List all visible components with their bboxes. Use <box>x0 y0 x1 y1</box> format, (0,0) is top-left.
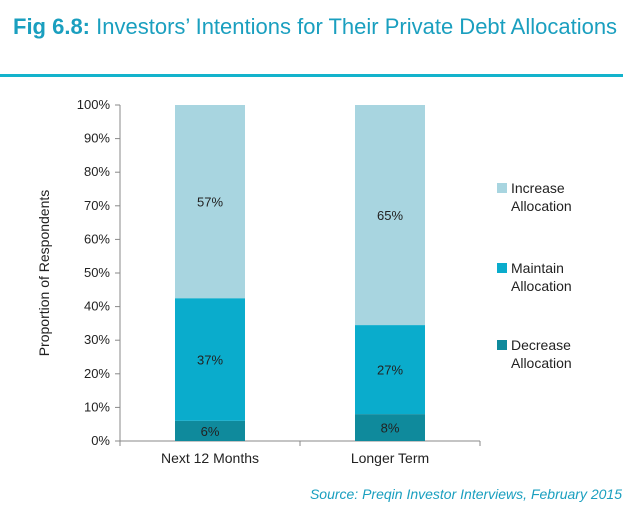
bar-segment-decrease-allocation <box>355 414 425 441</box>
legend-label: Allocation <box>511 198 572 214</box>
y-tick-label: 10% <box>84 399 110 414</box>
legend-swatch <box>497 340 507 350</box>
data-label: 8% <box>381 421 400 436</box>
y-tick-label: 0% <box>91 433 110 448</box>
y-tick-label: 20% <box>84 366 110 381</box>
chart-legend: Increase Allocation Maintain Allocation Decr… <box>497 180 572 371</box>
legend-label: Allocation <box>511 278 572 294</box>
y-tick-label: 80% <box>84 164 110 179</box>
y-tick-label: 70% <box>84 198 110 213</box>
y-tick-label: 40% <box>84 299 110 314</box>
title-divider <box>0 74 623 77</box>
figure-title-text: Investors’ Intentions for Their Private … <box>96 14 618 39</box>
chart-axes: 0% 10% 20% 30% 40% 50% 60% 70% 80% 90% 100% Proport… <box>36 97 481 466</box>
y-tick-label: 100% <box>77 97 111 112</box>
bar-segment-maintain-allocation <box>355 325 425 415</box>
y-tick-label: 50% <box>84 265 110 280</box>
chart-bars <box>175 105 425 441</box>
chart-data-labels: 6% 37% 57% 8% 27% 65% <box>197 195 403 439</box>
figure-title: Fig 6.8: Investors’ Intentions for Their… <box>13 14 623 40</box>
x-tick-label: Longer Term <box>351 450 429 466</box>
data-label: 37% <box>197 353 223 368</box>
bar-segment-increase-allocation <box>175 105 245 299</box>
data-label: 6% <box>201 424 220 439</box>
legend-label: Increase <box>511 180 565 196</box>
legend-swatch <box>497 263 507 273</box>
data-label: 65% <box>377 208 403 223</box>
bar-segment-maintain-allocation <box>175 298 245 421</box>
data-label: 57% <box>197 195 223 210</box>
bar-segment-increase-allocation <box>355 105 425 326</box>
y-tick-label: 30% <box>84 332 110 347</box>
legend-swatch <box>497 183 507 193</box>
source-note: Source: Preqin Investor Interviews, Febr… <box>309 486 622 502</box>
figure-number: Fig 6.8: <box>13 14 91 39</box>
x-tick-label: Next 12 Months <box>161 450 259 466</box>
legend-label: Decrease <box>511 337 571 353</box>
legend-label: Allocation <box>511 355 572 371</box>
y-tick-label: 60% <box>84 231 110 246</box>
bar-segment-decrease-allocation <box>175 420 245 441</box>
legend-label: Maintain <box>511 260 564 276</box>
y-axis-title: Proportion of Respondents <box>36 190 52 357</box>
y-tick-label: 90% <box>84 131 110 146</box>
data-label: 27% <box>377 363 403 378</box>
